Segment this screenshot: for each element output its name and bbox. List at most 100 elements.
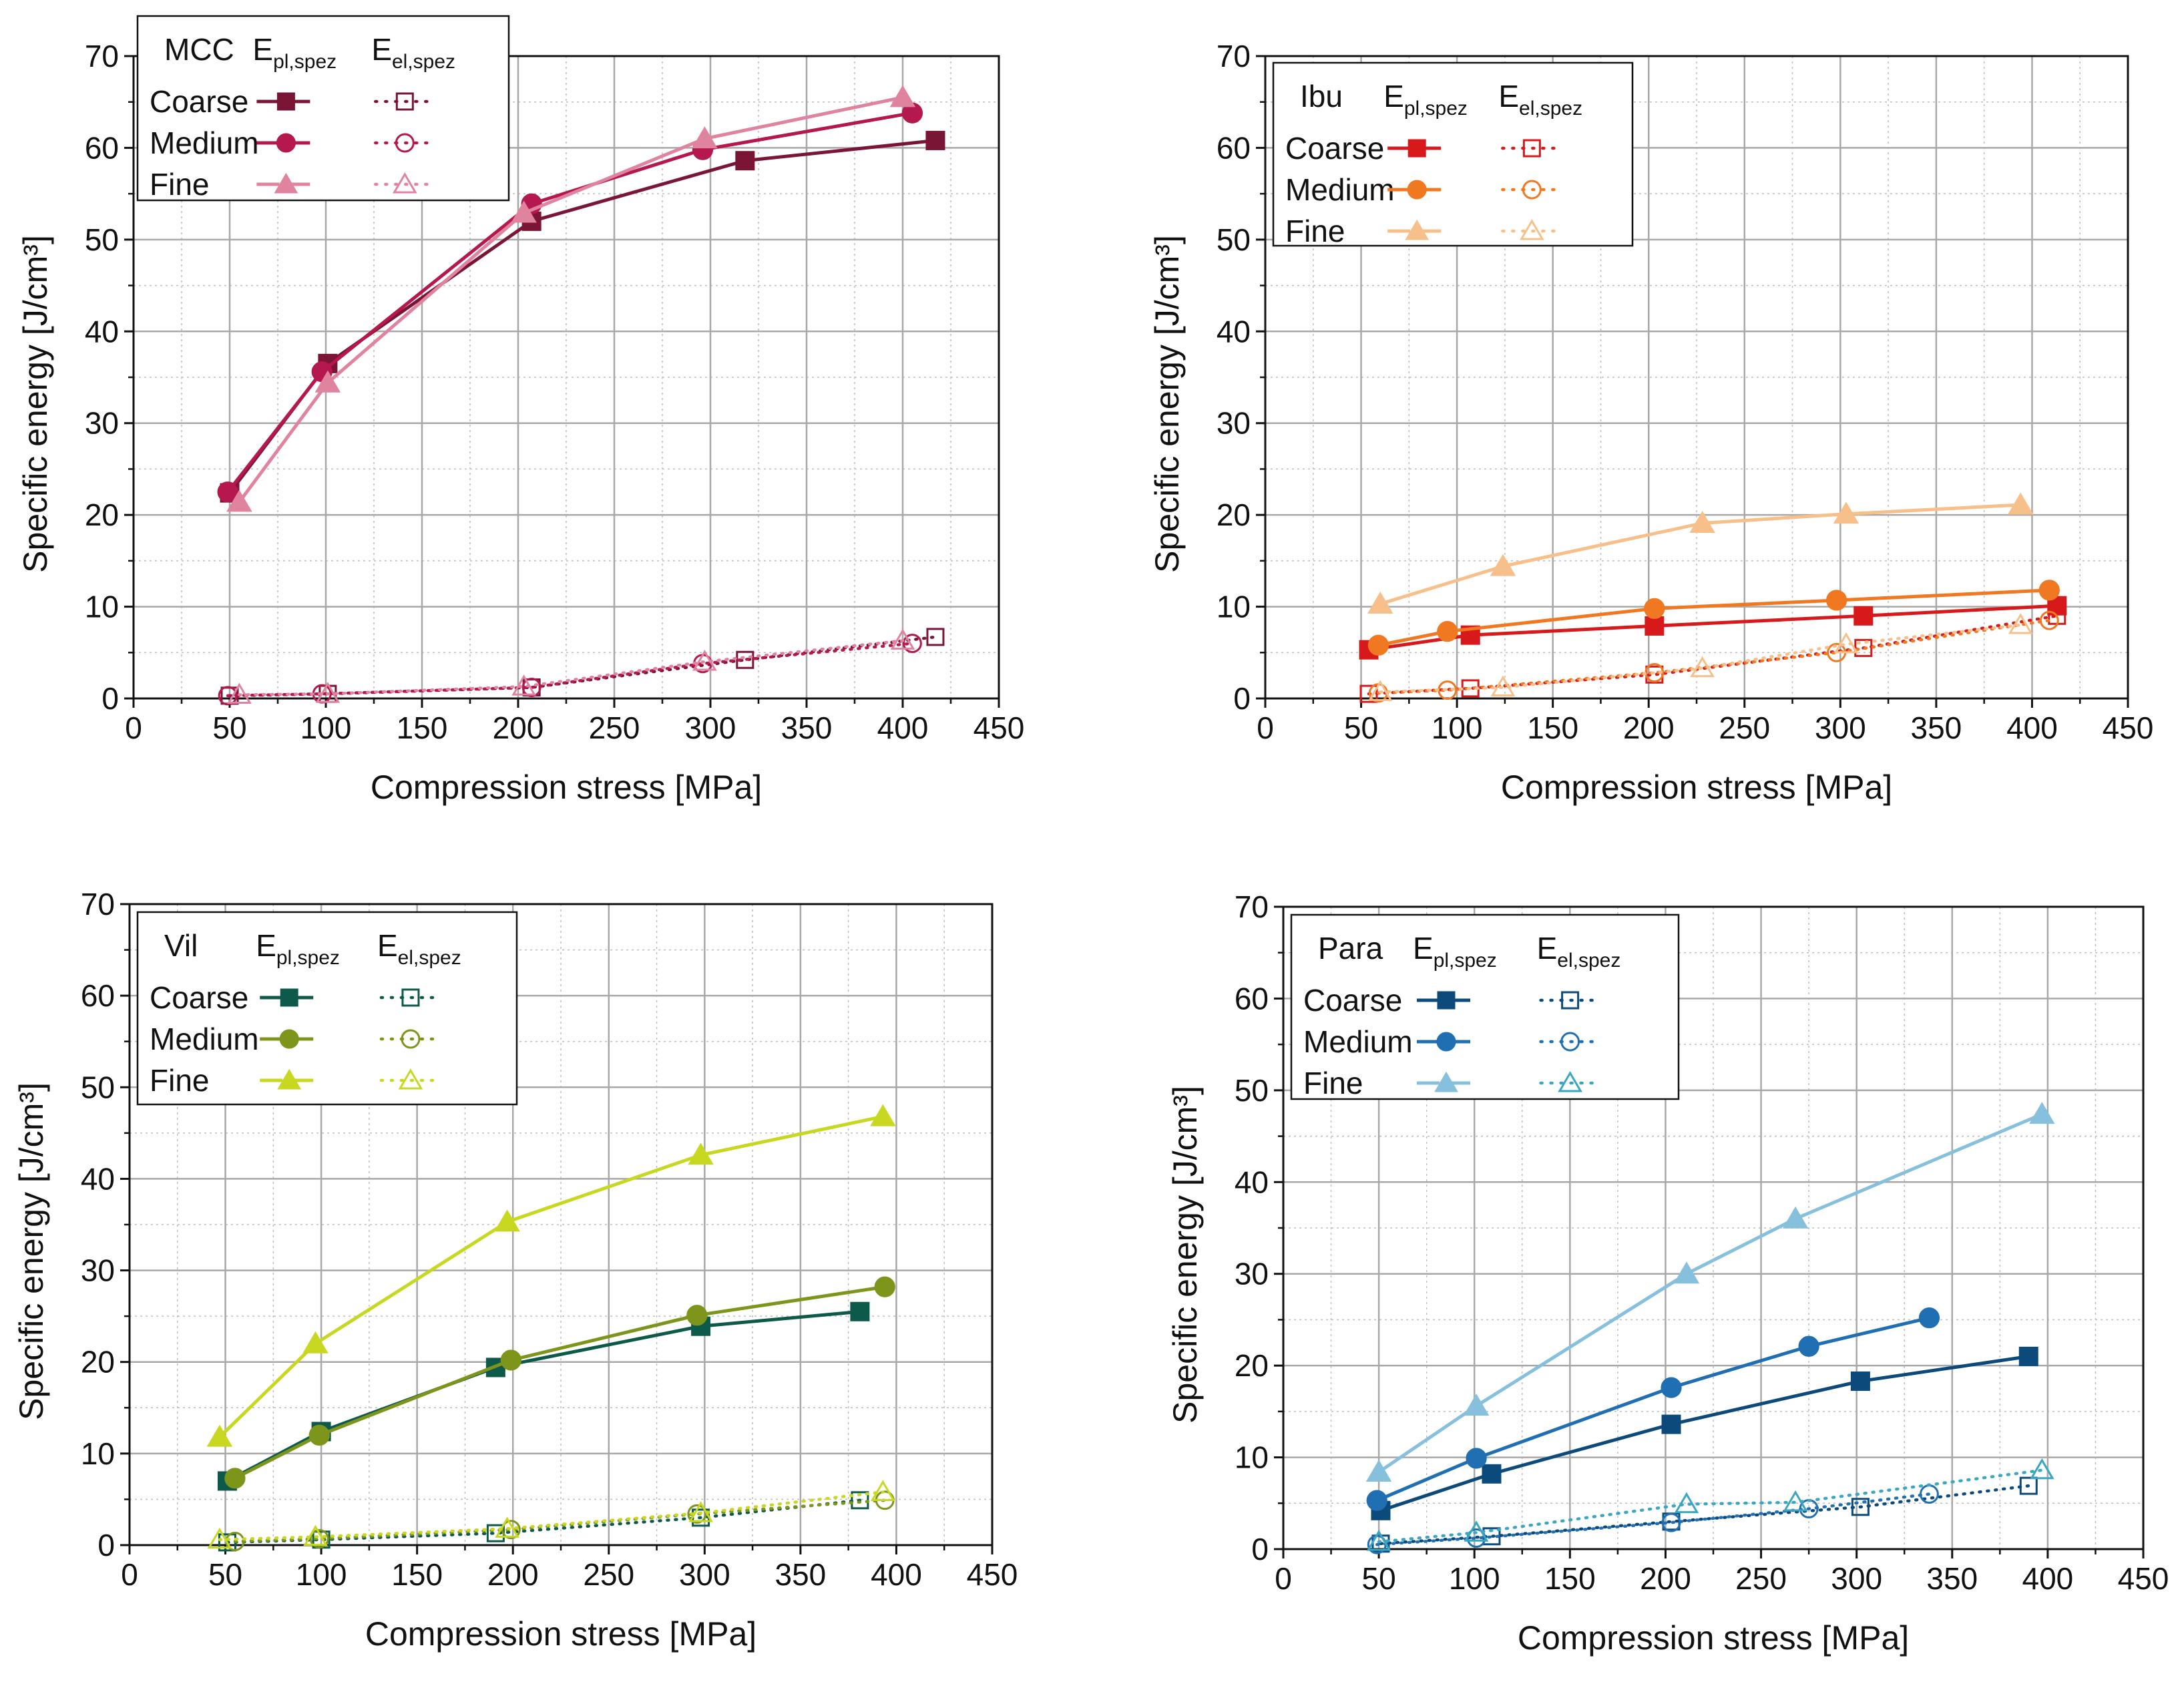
data-point <box>1644 598 1665 619</box>
data-point <box>890 628 915 650</box>
x-tick-label: 350 <box>781 710 833 745</box>
data-point <box>2039 610 2059 630</box>
legend-marker-el <box>1522 180 1542 200</box>
data-point <box>1850 1372 1870 1392</box>
x-tick-label: 50 <box>212 710 246 745</box>
y-tick-label: 60 <box>1217 130 1251 165</box>
data-point <box>1490 554 1516 576</box>
y-tick-label: 40 <box>1217 314 1251 349</box>
y-axis-label: Specific energy [J/cm³] <box>1148 235 1186 573</box>
legend-title: MCC <box>164 32 234 67</box>
data-point <box>736 650 754 669</box>
y-axis-label: Specific energy [J/cm³] <box>13 1082 50 1420</box>
axes: 0 50 100 150 200 250 300 350 400 450 0 10 20 30 40 50 60… <box>85 39 1025 745</box>
data-point <box>1367 680 1393 701</box>
data-point <box>2018 1346 2038 1366</box>
series-fine-pl <box>226 85 916 512</box>
x-tick-label: 150 <box>1544 1561 1596 1596</box>
data-point <box>1854 638 1873 657</box>
series-line <box>1377 1468 2044 1544</box>
data-point <box>308 1424 330 1446</box>
data-point <box>1851 1498 1870 1516</box>
series-line <box>218 1114 883 1438</box>
x-axis-label: Compression stress [MPa] <box>1501 769 1892 806</box>
y-tick-label: 70 <box>81 887 115 921</box>
x-tick-label: 400 <box>2022 1561 2074 1596</box>
data-point <box>207 1527 232 1549</box>
y-axis-label: Specific energy [J/cm³] <box>1166 1086 1204 1424</box>
y-tick-label: 20 <box>81 1345 115 1380</box>
y-tick-label: 30 <box>85 406 119 441</box>
x-tick-label: 350 <box>775 1557 827 1592</box>
legend-header-el: Eel,spez <box>371 32 455 73</box>
data-point <box>1367 591 1393 614</box>
data-point <box>1466 1448 1487 1469</box>
data-point <box>1367 634 1389 656</box>
legend-marker-el <box>1519 219 1544 240</box>
legend-marker-pl <box>1407 139 1426 158</box>
data-point <box>1437 621 1458 642</box>
data-point <box>1490 675 1516 697</box>
x-tick-label: 450 <box>973 710 1025 745</box>
data-point <box>850 1301 870 1321</box>
data-point <box>521 678 541 697</box>
x-tick-label: 400 <box>2006 710 2058 745</box>
data-point <box>870 1104 896 1126</box>
y-tick-label: 30 <box>1235 1257 1269 1291</box>
data-point <box>870 1480 895 1501</box>
data-point <box>686 1305 708 1326</box>
series-medium-el <box>1367 1484 1939 1554</box>
x-tick-label: 400 <box>871 1557 922 1592</box>
legend-box <box>136 911 518 1106</box>
y-tick-label: 10 <box>1217 590 1251 624</box>
legend-label: Coarse <box>1303 983 1402 1018</box>
y-tick-label: 50 <box>81 1070 115 1104</box>
y-tick-label: 40 <box>85 314 119 349</box>
legend-box <box>1272 61 1634 247</box>
legend-title: Vil <box>164 928 198 963</box>
data-point <box>1783 1490 1808 1512</box>
data-point <box>315 682 341 703</box>
series-medium-pl <box>1367 580 2060 656</box>
data-point <box>494 1209 520 1232</box>
legend-marker-el <box>401 988 420 1007</box>
data-point <box>511 674 537 696</box>
series-fine-el <box>1366 1458 2054 1551</box>
y-tick-label: 50 <box>85 222 119 257</box>
legend-marker-pl <box>1437 991 1456 1010</box>
y-tick-label: 40 <box>1235 1165 1269 1199</box>
x-tick-label: 100 <box>300 710 352 745</box>
x-tick-label: 300 <box>679 1557 730 1592</box>
y-tick-label: 60 <box>81 978 115 1013</box>
x-tick-label: 0 <box>121 1557 138 1592</box>
series-coarse-el <box>218 1491 869 1552</box>
series-line <box>234 1285 885 1480</box>
legend-label: Fine <box>1303 1066 1363 1100</box>
series-line <box>218 1490 885 1542</box>
series-fine-pl <box>1367 492 2034 614</box>
series-line <box>1375 1492 1931 1546</box>
data-point <box>1689 511 1715 534</box>
data-point <box>1366 1530 1391 1551</box>
data-point <box>1798 1335 1819 1357</box>
series-fine-pl <box>206 1104 896 1447</box>
x-tick-label: 450 <box>967 1557 1018 1592</box>
data-point <box>735 151 755 171</box>
y-tick-label: 50 <box>1235 1073 1269 1108</box>
y-tick-label: 20 <box>1235 1348 1269 1383</box>
x-tick-label: 0 <box>1257 710 1274 745</box>
legend-label: Fine <box>150 167 209 202</box>
legend-marker-pl <box>280 988 298 1007</box>
y-axis-label: Specific energy [J/cm³] <box>17 235 54 573</box>
data-point <box>511 200 537 223</box>
data-point <box>1918 1307 1940 1329</box>
legend-marker-el <box>395 133 415 153</box>
x-tick-label: 300 <box>685 710 736 745</box>
panel-mcc: 0 50 100 150 200 250 300 350 400 450 0 10 20 30 40 50 60… <box>17 15 1025 806</box>
data-point <box>495 1516 519 1538</box>
x-tick-label: 350 <box>1926 1561 1978 1596</box>
data-point <box>889 85 916 108</box>
legend-label: Medium <box>1303 1024 1413 1059</box>
data-point <box>2008 613 2033 634</box>
